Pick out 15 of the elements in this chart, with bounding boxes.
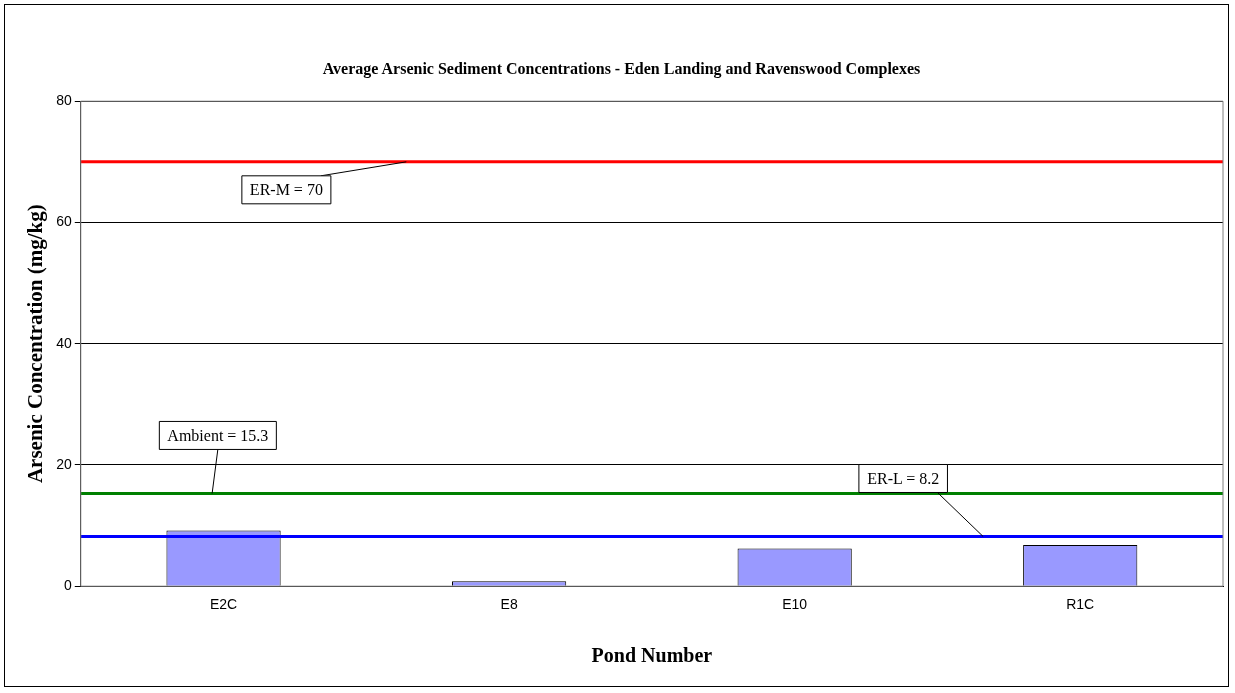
x-tick-label: R1C: [1066, 596, 1095, 613]
y-tick-label: 80: [56, 92, 72, 109]
y-tick-label: 40: [56, 334, 72, 351]
y-axis-title: Arsenic Concentration (mg/kg): [23, 204, 48, 484]
ref-line-label: ER-L = 8.2: [867, 469, 940, 487]
x-tick-label: E8: [500, 596, 518, 613]
ref-line-label: Ambient = 15.3: [167, 426, 269, 444]
x-axis-title: Pond Number: [591, 644, 713, 667]
y-tick-label: 20: [56, 455, 72, 472]
x-tick-label: E2C: [209, 596, 238, 613]
x-tick-label: E10: [782, 596, 808, 613]
chart-title: Average Arsenic Sediment Concentrations - Eden Landing and Ravenswood Complexes: [322, 59, 921, 78]
y-tick-label: 60: [56, 213, 72, 230]
y-tick-label: 0: [63, 577, 72, 594]
ref-line-label: ER-M = 70: [249, 181, 323, 199]
